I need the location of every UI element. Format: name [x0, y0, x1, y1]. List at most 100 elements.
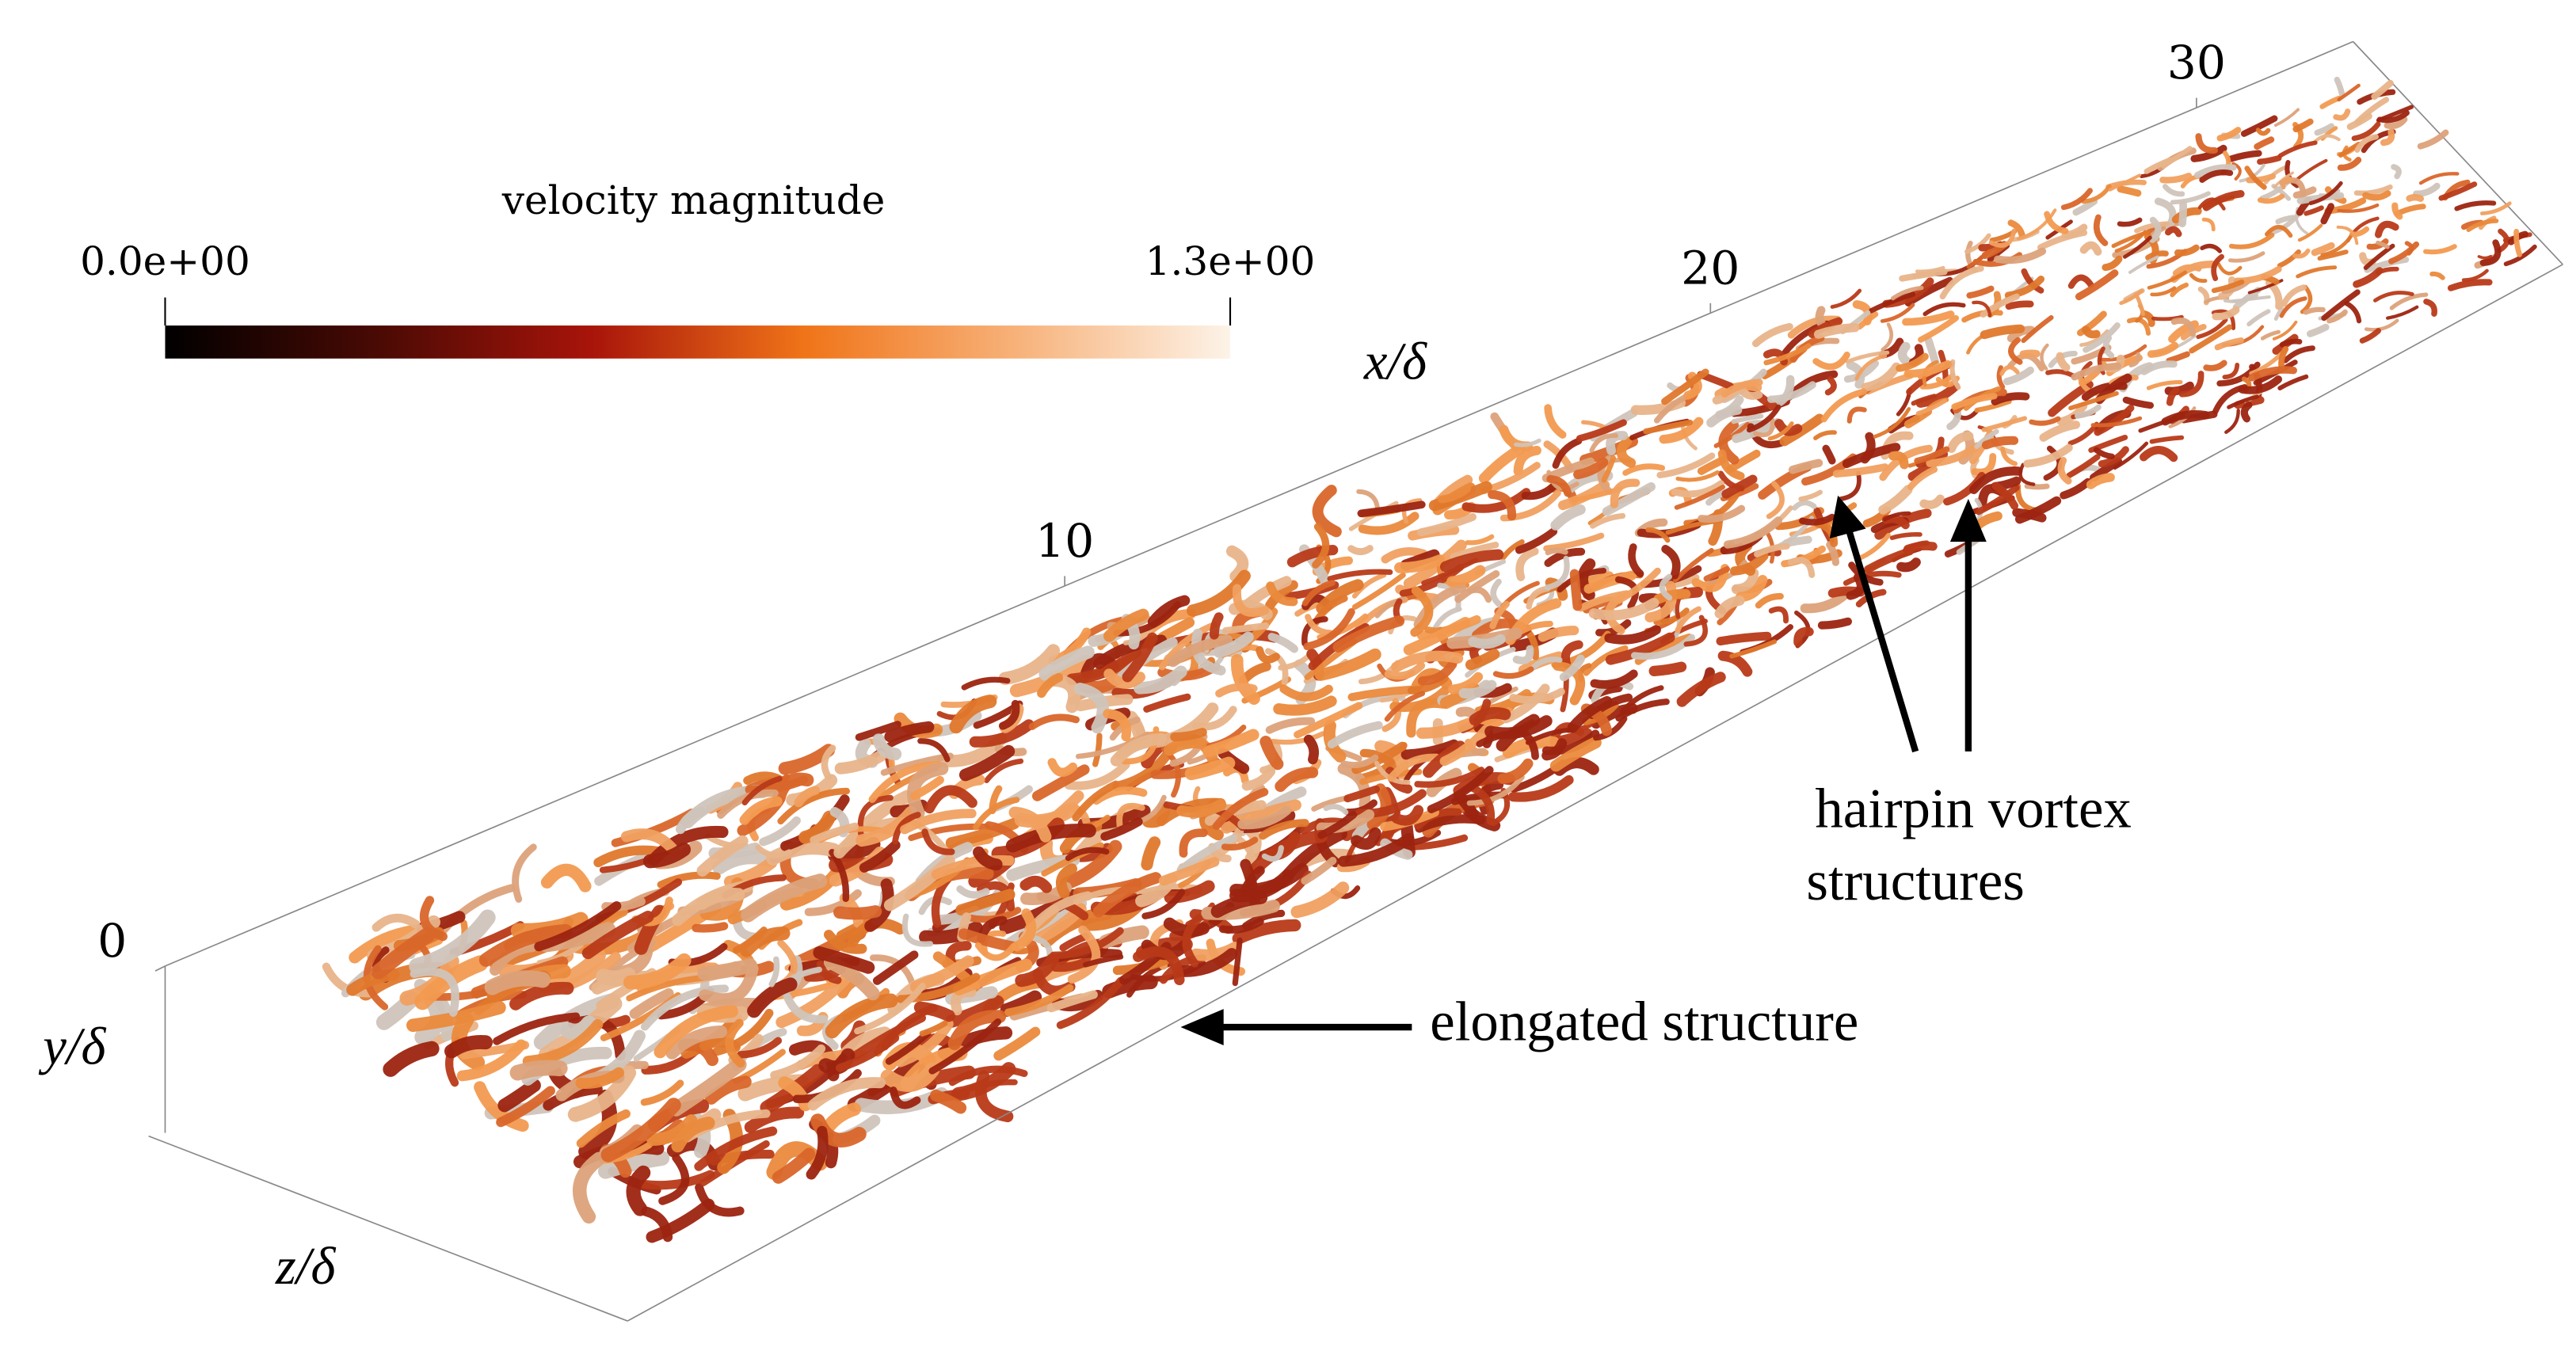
vortex-tube [1595, 619, 1632, 637]
vortex-tube [1787, 557, 1816, 578]
vortex-tube [1215, 683, 1258, 698]
annotation-text: elongated structure [1430, 991, 1858, 1052]
vortex-tube [493, 1012, 581, 1045]
vortex-tube [1731, 413, 1764, 424]
vortex-tube [2161, 410, 2210, 426]
vortex-tube [1240, 866, 1265, 896]
vortex-tube [1994, 247, 2047, 264]
vortex-tube [1753, 417, 1775, 438]
vortex-tube [2228, 232, 2275, 249]
vortex-tube [732, 927, 768, 954]
vortex-tube [1316, 579, 1364, 615]
vortex-tube [2090, 416, 2143, 428]
vortex-tube [2466, 219, 2499, 232]
vortex-tube [2068, 390, 2119, 411]
vortex-tube [2119, 288, 2144, 306]
vortex-tube [993, 1026, 1041, 1061]
vortex-tube [1351, 573, 1387, 599]
vortex-tube [1883, 511, 1911, 522]
vortex-tube [1752, 322, 1793, 348]
vortex-tube [1971, 452, 1997, 476]
vortex-tube [1842, 570, 1902, 586]
vortex-tube [2260, 329, 2281, 341]
vortex-tube [474, 1081, 529, 1132]
vortex-tube [884, 721, 935, 743]
vortex-tube [2292, 118, 2314, 133]
vortex-tube [2354, 134, 2379, 153]
vortex-tube [859, 840, 901, 873]
vortex-tube [1275, 767, 1319, 792]
vortex-tube [1343, 785, 1381, 803]
vortex-tube [1312, 485, 1342, 538]
z-axis-label: z/δ [275, 1238, 336, 1296]
vortex-tube [1903, 360, 1952, 378]
vortex-tube [699, 962, 759, 1005]
vortex-tube [1290, 881, 1350, 919]
vortex-tube [1969, 466, 2023, 494]
vortex-tube [2344, 301, 2362, 324]
vortex-tube [2094, 404, 2135, 436]
vortex-tube [1384, 691, 1426, 722]
vortex-tube [2128, 255, 2159, 274]
vortex-tube [646, 1198, 715, 1243]
vortex-tube [768, 956, 780, 988]
vortex-tube [2082, 325, 2101, 339]
vortex-tube [1357, 500, 1426, 518]
annotation-text: structures [1806, 851, 2024, 912]
vortex-tube [1896, 352, 1929, 372]
vortex-tube [1191, 628, 1226, 676]
vortex-tube [1854, 354, 1888, 381]
vortex-tube [497, 1079, 541, 1113]
vortex-tube [2386, 305, 2419, 320]
vortex-tube [2108, 173, 2142, 192]
vortex-tube [692, 922, 729, 933]
vortex-tube [671, 1117, 715, 1153]
vortex-tube [1311, 795, 1349, 812]
vortex-tube [2423, 299, 2437, 317]
vortex-tube [917, 738, 951, 763]
vortex-tube [1202, 729, 1259, 758]
vortex-tube [1259, 736, 1284, 771]
vortex-tube [705, 1075, 752, 1105]
vortex-tube [1846, 406, 1867, 424]
vortex-tube [575, 1067, 624, 1089]
vortex-tube [1225, 545, 1249, 583]
vortex-tube [2211, 279, 2245, 294]
vortex-tube [1767, 421, 1794, 441]
vortex-tube [977, 881, 1016, 911]
vortex-tube [2039, 421, 2081, 442]
vortex-tube [1922, 302, 1966, 317]
vortex-tube [694, 1126, 778, 1171]
vortex-tube [1653, 393, 1690, 424]
vortex-tube [1661, 368, 1709, 405]
vortex-tube [2190, 144, 2227, 162]
vortex-tube [1210, 891, 1268, 919]
vortex-tube [2461, 268, 2489, 282]
vortex-tube [629, 988, 674, 1019]
y-axis-label: y/δ [38, 1018, 106, 1076]
vortex-tube [1659, 573, 1673, 601]
vortex-tube [919, 1020, 948, 1037]
vortex-tube [2149, 435, 2185, 444]
vortex-tube [675, 806, 706, 835]
vortex-tube [1413, 583, 1467, 630]
vortex-tube [489, 941, 538, 976]
vortex-tube [2029, 416, 2061, 426]
axis-ticks: 10 20 30 0 [97, 36, 2226, 972]
vortex-tube [1147, 595, 1191, 628]
vortex-tube [623, 953, 692, 990]
vortex-tube [1489, 600, 1510, 630]
vortex-tube [1466, 774, 1525, 806]
vortex-tube [1675, 606, 1701, 634]
vortex-tube [973, 797, 1020, 831]
vortex-tube [1588, 597, 1660, 621]
vortex-tube [712, 850, 775, 875]
vortex-tube [1176, 834, 1238, 874]
vortex-tube [1421, 558, 1479, 586]
vortex-tube [1317, 811, 1358, 839]
vortex-tube [2429, 271, 2445, 280]
vortex-tube [1092, 786, 1148, 805]
vortex-tube [1824, 376, 1837, 396]
vortex-tube [2140, 360, 2178, 375]
vortex-tube [1012, 908, 1037, 952]
